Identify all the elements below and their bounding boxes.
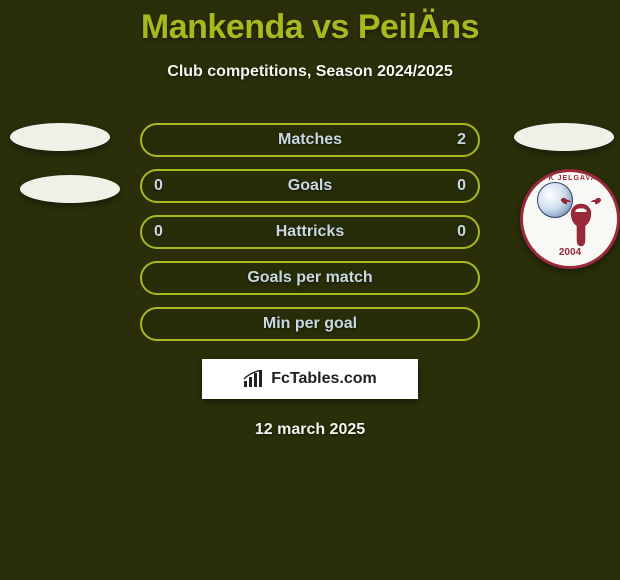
stats-area: FK JELGAVA 2004 Matches 2 0 Goals 0 0 Ha… (0, 123, 620, 341)
stat-label: Goals per match (247, 269, 372, 287)
bar-chart-icon (243, 370, 265, 388)
stat-label: Hattricks (276, 223, 344, 241)
club-logo-circle: FK JELGAVA 2004 (520, 169, 620, 269)
stat-pill: Min per goal (140, 307, 480, 341)
stat-right-value: 0 (457, 177, 466, 195)
club-logo-year: 2004 (529, 247, 611, 258)
date: 12 march 2025 (0, 421, 620, 439)
page-title: Mankenda vs PeilÄns (0, 0, 620, 47)
player-left-ellipse-2 (20, 175, 120, 203)
player-right-ellipse (514, 123, 614, 151)
stat-row-min-per-goal: Min per goal (0, 307, 620, 341)
stat-right-value: 0 (457, 223, 466, 241)
watermark: FcTables.com (202, 359, 418, 399)
player-left-ellipse-1 (10, 123, 110, 151)
stat-pill: 0 Hattricks 0 (140, 215, 480, 249)
elk-icon (557, 194, 605, 252)
stat-label: Matches (278, 131, 342, 149)
stat-left-value: 0 (154, 177, 163, 195)
club-logo: FK JELGAVA 2004 (520, 169, 620, 269)
stat-pill: Goals per match (140, 261, 480, 295)
stat-right-value: 2 (457, 131, 466, 149)
stat-pill: Matches 2 (140, 123, 480, 157)
watermark-text: FcTables.com (271, 370, 377, 388)
stat-label: Min per goal (263, 315, 357, 333)
stat-pill: 0 Goals 0 (140, 169, 480, 203)
stat-label: Goals (288, 177, 332, 195)
subtitle: Club competitions, Season 2024/2025 (0, 63, 620, 81)
stat-left-value: 0 (154, 223, 163, 241)
